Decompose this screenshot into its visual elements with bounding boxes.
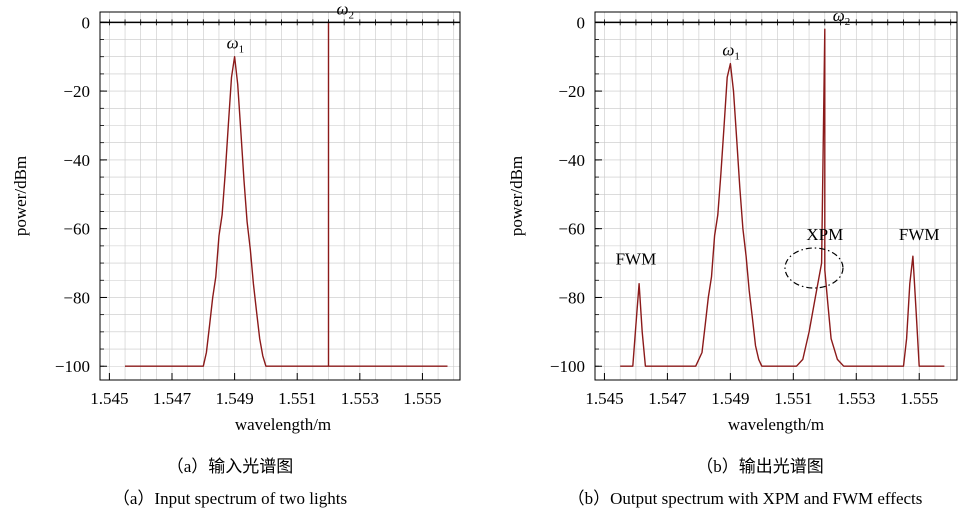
panel-a-x-tick-label: 1.551: [278, 389, 316, 408]
panel-b-y-axis-title: power/dBm: [507, 156, 526, 236]
panel-a-y-tick-label: −100: [55, 357, 90, 376]
panel-b-y-tick-label: −100: [550, 357, 585, 376]
panel-b-x-axis-title: wavelength/m: [728, 415, 824, 434]
panel-b-y-tick-label: −40: [558, 151, 585, 170]
panel-b-frame: [594, 11, 958, 381]
panel-b-x-tick-label: 1.549: [711, 389, 749, 408]
panel-b-plot-area: [595, 12, 957, 380]
panel-a-x-axis-title: wavelength/m: [235, 415, 331, 434]
panel-a-y-tick-label: −20: [63, 82, 90, 101]
panel-a-y-tick-label: −60: [63, 220, 90, 239]
panel-b-annotation: XPM: [806, 225, 843, 244]
panel-b-xpm-dashed-ellipse: [784, 247, 844, 289]
panel-b-output-spectrum: 0 −20 −40 −60 −80 −100 1.545 1.547 1.549 1.551 1.…: [507, 6, 958, 508]
panel-b-y-tick-label: −20: [558, 82, 585, 101]
panel-a-peak-label: ω2: [337, 0, 355, 21]
panel-a-x-tick-label: 1.555: [403, 389, 441, 408]
panel-b-x-tick-label: 1.555: [900, 389, 938, 408]
panel-a-x-tick-label: 1.553: [341, 389, 379, 408]
panel-b-y-tick-label: −60: [558, 220, 585, 239]
panel-b-x-tick-label: 1.553: [837, 389, 875, 408]
panel-b-y-tick-label: 0: [577, 13, 586, 32]
panel-a-trace: [125, 21, 448, 367]
panel-b-x-tick-label: 1.551: [774, 389, 812, 408]
panel-b-series-line: [620, 28, 945, 367]
panel-b-peak-label: ω2: [833, 6, 851, 28]
panel-a-peak-label: ω1: [227, 34, 245, 56]
panel-b-annotation: FWM: [616, 249, 657, 268]
panel-a-caption-cn: （a）输入光谱图: [167, 457, 294, 476]
panel-b-x-tick-label: 1.547: [648, 389, 687, 408]
panel-b-peak-label: ω1: [722, 41, 740, 63]
panel-a-input-spectrum: 0 −20 −40 −60 −80 −100 1.545 1.547 1.549 1.551 1.…: [11, 0, 461, 508]
panel-a-series-line: [125, 21, 448, 367]
panel-b-caption-cn: （b）输出光谱图: [696, 457, 824, 476]
panel-a-x-tick-label: 1.545: [90, 389, 128, 408]
panel-a-caption-en: （a）Input spectrum of two lights: [113, 489, 347, 508]
panel-b-caption-en: （b）Output spectrum with XPM and FWM effe…: [568, 489, 923, 508]
panel-b-y-tick-label: −80: [558, 288, 585, 307]
panel-a-x-tick-label: 1.547: [153, 389, 192, 408]
panel-a-x-tick-label: 1.549: [215, 389, 253, 408]
panel-a-frame: [99, 11, 461, 381]
panel-b-x-tick-label: 1.545: [585, 389, 623, 408]
panel-a-y-axis-title: power/dBm: [11, 156, 30, 236]
panel-a-y-tick-label: −80: [63, 288, 90, 307]
panel-b-trace: [620, 28, 945, 367]
panel-a-y-tick-label: 0: [82, 13, 91, 32]
panel-a-plot-area: [100, 12, 460, 380]
panel-a-y-tick-label: −40: [63, 151, 90, 170]
panel-b-annotation: FWM: [899, 225, 940, 244]
panel-a-grid: [100, 12, 460, 380]
